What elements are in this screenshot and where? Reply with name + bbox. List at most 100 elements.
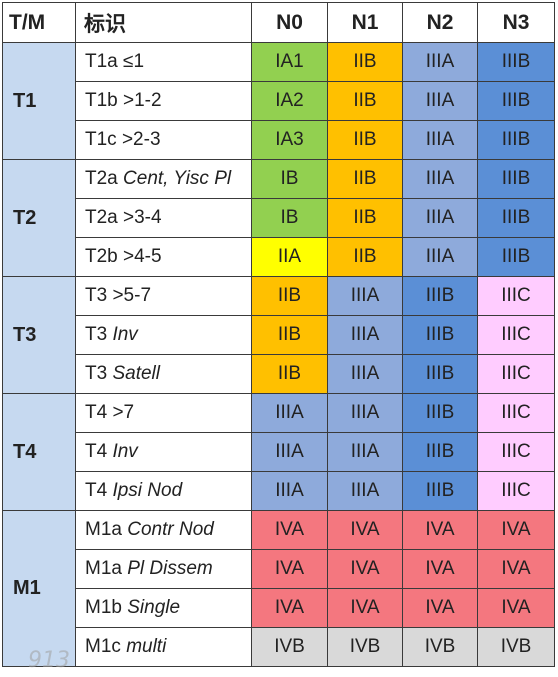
t-category-cell: T3 — [2, 276, 76, 394]
header-n3: N3 — [477, 2, 555, 43]
stage-cell-n0: IIB — [251, 354, 328, 394]
stage-cell-n0: IIIA — [251, 393, 328, 433]
stage-cell-n2: IIIB — [402, 393, 478, 433]
stage-cell-n3: IVA — [477, 588, 555, 628]
descriptor-text: T2a >3-4 — [85, 207, 162, 228]
descriptor-cell: M1a Pl Dissem — [75, 549, 252, 589]
table-row: M1b Single IVA IVA IVA IVA — [3, 588, 555, 628]
header-tm: T/M — [2, 2, 76, 43]
stage-cell-n3: IIIC — [477, 276, 555, 316]
stage-cell-n2: IIIA — [402, 198, 478, 238]
table-row: T4 T4 >7 IIIA IIIA IIIB IIIC — [2, 393, 555, 511]
stage-cell-n3: IIIB — [477, 42, 555, 82]
stage-cell-n2: IVA — [402, 510, 478, 550]
stage-cell-n3: IVB — [477, 627, 555, 667]
stage-cell-n1: IIB — [327, 42, 403, 82]
stage-cell-n3: IVA — [477, 510, 555, 550]
descriptor-cell: T2a >3-4 — [75, 198, 252, 238]
header-n0: N0 — [251, 2, 328, 43]
descriptor-cell: T3 Satell — [75, 354, 252, 394]
descriptor-text: T2a — [85, 168, 124, 189]
stage-cell-n0: IVA — [251, 549, 328, 589]
descriptor-italic-text: Ipsi Nod — [112, 480, 183, 501]
descriptor-text: T4 >7 — [85, 402, 135, 423]
header-row: T/M 标识 N0 N1 N2 N3 — [2, 2, 555, 43]
header-n1: N1 — [327, 2, 403, 43]
descriptor-italic-text: multi — [126, 636, 167, 657]
descriptor-text: T3 — [85, 363, 113, 384]
table-row: T2a >3-4 IB IIB IIIA IIIB — [3, 198, 555, 238]
stage-cell-n2: IIIA — [402, 120, 478, 160]
stage-cell-n1: IIIA — [327, 354, 403, 394]
stage-cell-n1: IVA — [327, 510, 403, 550]
table-row: T2b >4-5 IIA IIB IIIA IIIB — [3, 237, 555, 277]
stage-cell-n0: IIB — [251, 315, 328, 355]
table-row: T3 Satell IIB IIIA IIIB IIIC — [3, 354, 555, 394]
descriptor-cell: T1c >2-3 — [75, 120, 252, 160]
descriptor-cell: T3 >5-7 — [75, 276, 252, 316]
table-row: T4 Inv IIIA IIIA IIIB IIIC — [3, 432, 555, 472]
stage-cell-n1: IIIA — [327, 432, 403, 472]
stage-cell-n0: IVB — [251, 627, 328, 667]
stage-cell-n1: IIB — [327, 120, 403, 160]
table-row: T3 T3 >5-7 IIB IIIA IIIB IIIC — [2, 276, 555, 394]
descriptor-text: T4 — [85, 441, 113, 462]
stage-cell-n1: IVA — [327, 588, 403, 628]
table-row: T3 Inv IIB IIIA IIIB IIIC — [3, 315, 555, 355]
descriptor-text: T2b >4-5 — [85, 246, 162, 267]
descriptor-italic-text: Inv — [112, 441, 138, 462]
stage-cell-n0: IIB — [251, 276, 328, 316]
t-category-cell: T2 — [2, 159, 76, 277]
stage-cell-n0: IA1 — [251, 42, 328, 82]
stage-cell-n3: IIIC — [477, 315, 555, 355]
descriptor-text: M1b — [85, 597, 128, 618]
stage-cell-n0: IVA — [251, 510, 328, 550]
stage-cell-n3: IIIC — [477, 471, 555, 511]
stage-cell-n0: IA2 — [251, 81, 328, 121]
stage-cell-n1: IIB — [327, 198, 403, 238]
stage-cell-n0: IB — [251, 198, 328, 238]
stage-cell-n1: IIIA — [327, 276, 403, 316]
stage-cell-n2: IIIB — [402, 354, 478, 394]
stage-cell-n2: IVA — [402, 549, 478, 589]
table-row: T1 T1a ≤1 IA1 IIB IIIA IIIB — [2, 42, 555, 160]
descriptor-cell: M1a Contr Nod — [75, 510, 252, 550]
descriptor-cell: T4 Ipsi Nod — [75, 471, 252, 511]
descriptor-cell: T3 Inv — [75, 315, 252, 355]
descriptor-italic-text: Satell — [112, 363, 160, 384]
descriptor-text: T1c >2-3 — [85, 129, 161, 150]
table-row: M1a Pl Dissem IVA IVA IVA IVA — [3, 549, 555, 589]
descriptor-text: M1a — [85, 558, 128, 579]
stage-cell-n1: IIIA — [327, 393, 403, 433]
table-row: T4 Ipsi Nod IIIA IIIA IIIB IIIC — [3, 471, 555, 511]
stage-cell-n1: IIIA — [327, 471, 403, 511]
stage-cell-n3: IIIB — [477, 159, 555, 199]
stage-cell-n2: IIIB — [402, 432, 478, 472]
descriptor-text: T3 — [85, 324, 113, 345]
stage-cell-n2: IIIA — [402, 159, 478, 199]
descriptor-text: T1b >1-2 — [85, 90, 162, 111]
stage-cell-n3: IIIC — [477, 354, 555, 394]
descriptor-italic-text: Pl Dissem — [127, 558, 213, 579]
descriptor-cell: M1c multi — [75, 627, 252, 667]
stage-cell-n0: IIIA — [251, 432, 328, 472]
stage-cell-n0: IIIA — [251, 471, 328, 511]
stage-cell-n2: IVA — [402, 588, 478, 628]
descriptor-italic-text: Cent, Yisc Pl — [123, 168, 232, 189]
stage-cell-n3: IIIC — [477, 393, 555, 433]
stage-cell-n1: IIB — [327, 159, 403, 199]
t-category-cell: T4 — [2, 393, 76, 511]
stage-cell-n1: IIB — [327, 81, 403, 121]
stage-cell-n3: IIIB — [477, 198, 555, 238]
table-row: M1 M1a Contr Nod IVA IVA IVA IVA — [2, 510, 555, 667]
t-category-cell: M1 — [2, 510, 76, 667]
stage-cell-n2: IIIA — [402, 81, 478, 121]
stage-cell-n3: IIIB — [477, 237, 555, 277]
stage-cell-n2: IIIB — [402, 471, 478, 511]
stage-cell-n2: IVB — [402, 627, 478, 667]
descriptor-cell: T1b >1-2 — [75, 81, 252, 121]
stage-cell-n0: IA3 — [251, 120, 328, 160]
header-n2: N2 — [402, 2, 478, 43]
stage-cell-n1: IIB — [327, 237, 403, 277]
stage-cell-n3: IIIC — [477, 432, 555, 472]
